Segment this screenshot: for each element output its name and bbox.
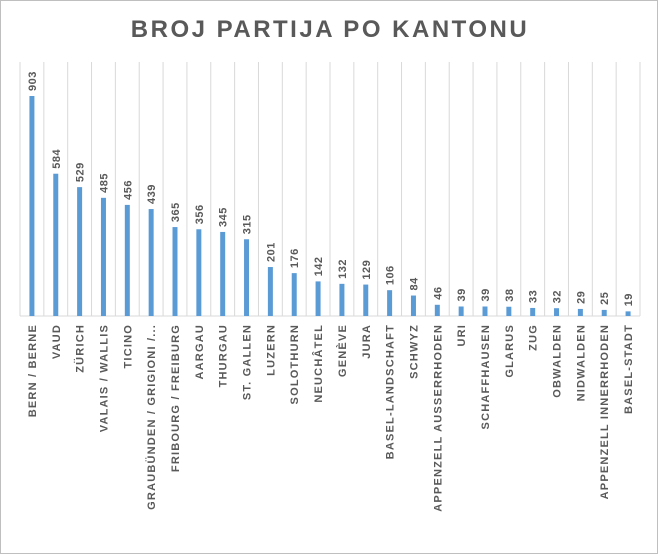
- category-label: GRAUBÜNDEN / GRIGIONI /...: [145, 324, 158, 510]
- bar: [100, 197, 106, 316]
- bar: [482, 306, 488, 316]
- category-label: ZUG: [528, 324, 540, 351]
- category-label: ZÜRICH: [74, 324, 87, 373]
- bar: [220, 231, 226, 316]
- data-label: 19: [623, 293, 635, 306]
- bar: [554, 308, 560, 316]
- bar: [458, 306, 464, 316]
- category-label: FRIBOURG / FREIBURG: [170, 324, 182, 472]
- category-label: BASEL-LANDSCHAFT: [385, 324, 397, 459]
- data-label: 584: [51, 148, 63, 168]
- bar: [387, 290, 393, 316]
- category-label: GENÈVE: [336, 324, 349, 377]
- data-label: 485: [98, 173, 110, 193]
- data-label: 33: [528, 290, 540, 303]
- category-label: NEUCHÂTEL: [312, 324, 325, 403]
- bar: [244, 239, 250, 316]
- data-label: 356: [194, 204, 206, 224]
- bar: [339, 283, 345, 316]
- bar: [434, 304, 440, 316]
- bar: [363, 284, 369, 316]
- category-label: APPENZELL INNERRHODEN: [599, 324, 611, 499]
- bar: [410, 295, 416, 316]
- data-label: 106: [385, 265, 397, 285]
- bars: [29, 96, 631, 316]
- category-label: VAUD: [51, 324, 63, 359]
- data-label: 84: [408, 277, 420, 291]
- bar: [601, 309, 607, 316]
- data-label: 29: [575, 291, 587, 304]
- bar: [267, 267, 273, 316]
- category-label: THURGAU: [218, 324, 230, 387]
- value-labels: 903 584 529 485 456 439 365 356 345 315 201 176 142 1…: [27, 71, 635, 306]
- category-label: VALAIS / WALLIS: [98, 324, 110, 432]
- bar: [148, 209, 154, 316]
- category-label: JURA: [361, 324, 373, 359]
- data-label: 345: [218, 207, 230, 227]
- data-label: 315: [242, 214, 254, 234]
- category-label: NIDWALDEN: [575, 324, 587, 401]
- data-label: 25: [599, 292, 611, 305]
- category-label: APPENZELL AUSSERRHODEN: [432, 324, 444, 512]
- data-label: 32: [552, 290, 564, 303]
- data-label: 46: [432, 287, 444, 300]
- data-label: 142: [313, 257, 325, 277]
- data-label: 201: [265, 242, 277, 262]
- data-label: 38: [504, 288, 516, 301]
- data-label: 529: [75, 162, 87, 182]
- bar: [196, 229, 202, 316]
- bar: [506, 306, 512, 316]
- data-label: 129: [361, 260, 373, 280]
- category-label: GLARUS: [504, 324, 516, 378]
- category-label: URI: [456, 324, 468, 347]
- category-label: BERN / BERNE: [27, 324, 39, 417]
- chart-title: BROJ PARTIJA PO KANTONU: [130, 16, 530, 43]
- category-label: LUZERN: [265, 324, 277, 376]
- data-label: 132: [337, 259, 349, 279]
- category-label: OBWALDEN: [552, 324, 564, 398]
- data-label: 439: [146, 184, 158, 204]
- category-label: BASEL-STADT: [623, 324, 635, 414]
- data-label: 176: [289, 248, 301, 268]
- bar: [291, 273, 297, 316]
- bar: [315, 281, 321, 316]
- bar: [577, 308, 583, 316]
- data-label: 39: [456, 288, 468, 301]
- bar: [172, 227, 178, 316]
- bar: [53, 173, 59, 316]
- category-label: SCHWYZ: [408, 324, 420, 379]
- category-labels: BERN / BERNE VAUD ZÜRICH VALAIS / WALLIS TIC…: [27, 324, 635, 512]
- data-label: 365: [170, 202, 182, 222]
- data-label: 903: [27, 71, 39, 91]
- data-label: 456: [122, 180, 134, 200]
- bar: [77, 187, 83, 316]
- bar: [625, 311, 631, 316]
- category-label: SCHAFFHAUSEN: [480, 324, 492, 429]
- bar: [530, 307, 536, 316]
- category-label: ST. GALLEN: [242, 324, 254, 400]
- category-label: SOLOTHURN: [289, 324, 301, 404]
- gridlines: [19, 62, 641, 317]
- category-label: AARGAU: [194, 324, 206, 379]
- data-label: 39: [480, 288, 492, 301]
- category-label: TICINO: [122, 324, 134, 368]
- bar: [124, 204, 130, 316]
- bar: [29, 96, 35, 316]
